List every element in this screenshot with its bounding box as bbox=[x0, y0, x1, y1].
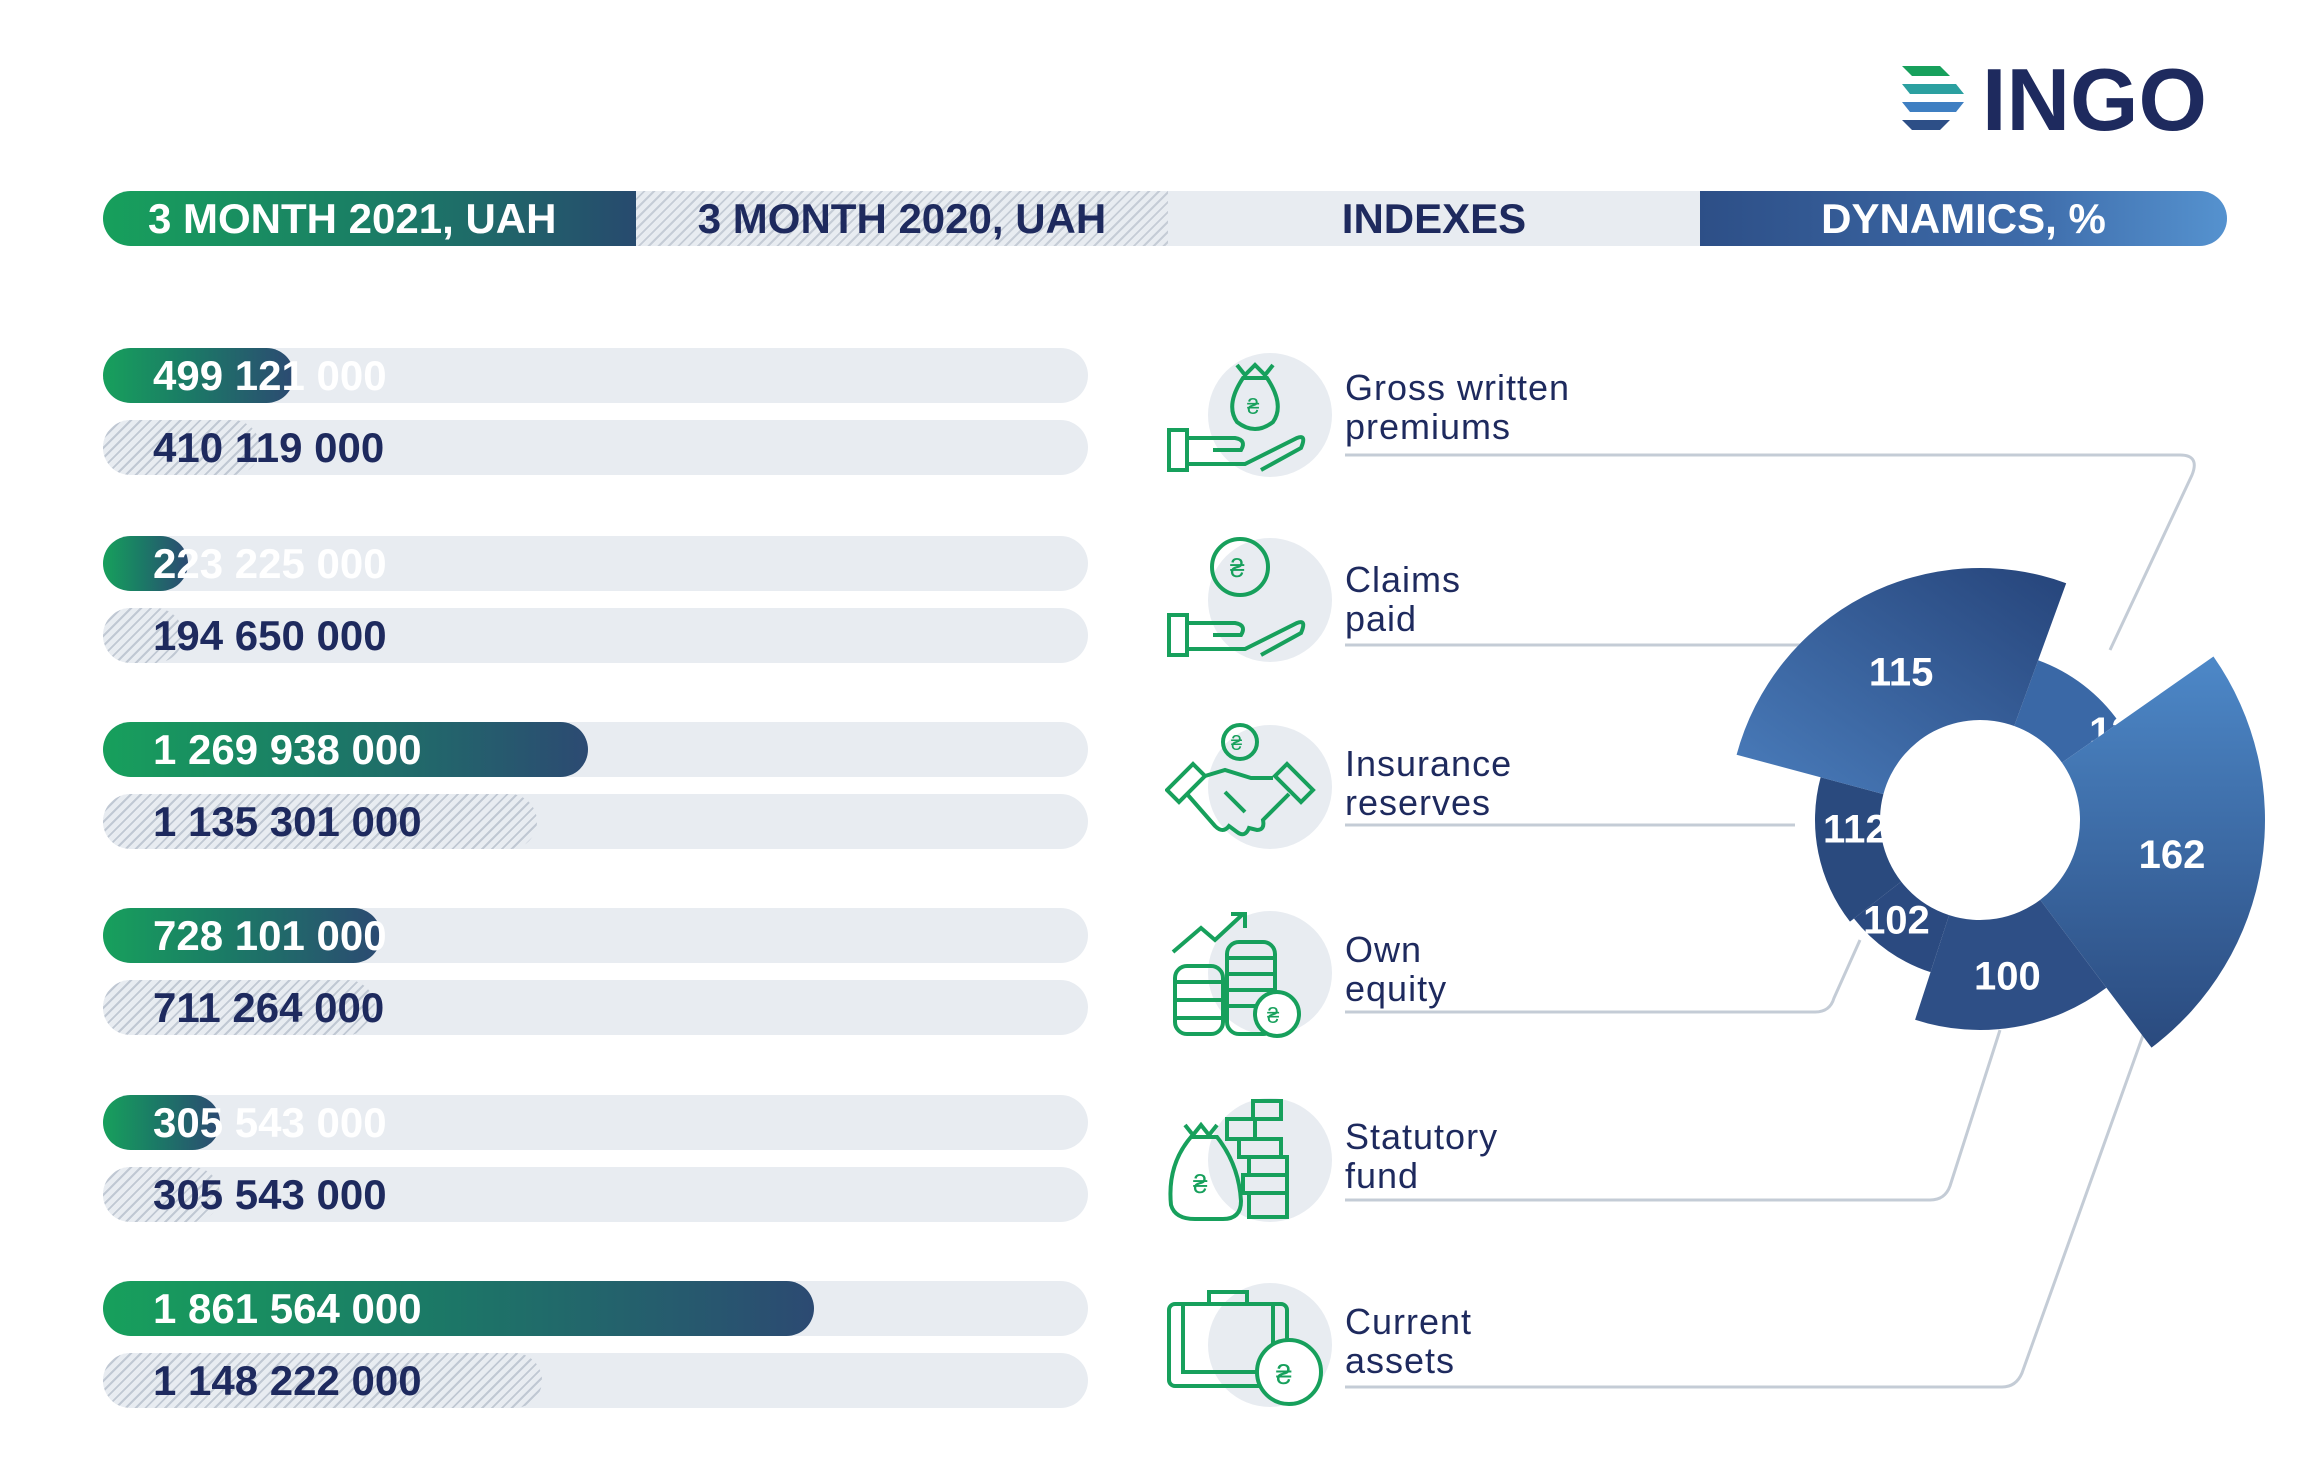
donut-slice bbox=[2014, 660, 2120, 763]
donut-slice bbox=[1915, 899, 2107, 1030]
brand-name: INGO bbox=[1982, 58, 2207, 138]
svg-text:₴: ₴ bbox=[1276, 1359, 1292, 1390]
donut-value-label: 102 bbox=[1863, 899, 1930, 943]
logo-mark-icon bbox=[1902, 66, 1964, 130]
bar-2021-bar bbox=[103, 536, 189, 591]
header-2020: 3 MONTH 2020, UAH bbox=[636, 191, 1168, 246]
svg-text:₴: ₴ bbox=[1193, 1169, 1208, 1199]
leader-line bbox=[1345, 959, 2172, 1389]
index-label-line: fund bbox=[1345, 1155, 1420, 1196]
index-label-line: Current bbox=[1345, 1301, 1473, 1342]
svg-text:₴: ₴ bbox=[1247, 394, 1260, 419]
bar-2021-value: 499 121 000 bbox=[153, 352, 387, 399]
donut-slice bbox=[1815, 777, 1902, 922]
svg-text:₴: ₴ bbox=[1267, 1003, 1280, 1028]
index-label-line: Claims bbox=[1345, 559, 1462, 600]
coin-hand-icon: ₴ bbox=[1165, 535, 1335, 665]
bar-2020-value: 711 264 000 bbox=[153, 984, 385, 1031]
ingo-logo: INGO bbox=[1898, 50, 2238, 149]
donut-value-label: 100 bbox=[1974, 955, 2041, 999]
index-label-line: assets bbox=[1345, 1340, 1456, 1381]
bar-2021-track: 499 121 000 bbox=[103, 348, 1088, 403]
bar-2021-value: 1 269 938 000 bbox=[153, 726, 422, 773]
bar-2021-bar bbox=[103, 908, 382, 963]
svg-text:₴: ₴ bbox=[1230, 553, 1245, 583]
leader-lines bbox=[1345, 453, 2196, 1389]
coins-growth-icon: ₴ bbox=[1165, 908, 1335, 1038]
index-label-line: Statutory bbox=[1345, 1116, 1499, 1157]
leader-line bbox=[1345, 1029, 2002, 1202]
bar-2020-track: 1 135 301 000 bbox=[103, 794, 1088, 849]
handshake-icon: ₴ bbox=[1164, 722, 1335, 852]
header-2021: 3 MONTH 2021, UAH bbox=[103, 191, 636, 246]
bar-2021-value: 1 861 564 000 bbox=[153, 1285, 422, 1332]
bar-2020-bar bbox=[103, 980, 375, 1035]
bar-2020-track: 711 264 000 bbox=[103, 980, 1088, 1035]
index-label-line: premiums bbox=[1345, 406, 1512, 447]
bar-2020-bar bbox=[103, 608, 183, 663]
bar-2021-bar bbox=[103, 1281, 815, 1336]
index-label: Insurance reserves bbox=[1345, 744, 1512, 822]
bar-2021-bar bbox=[103, 722, 589, 777]
index-label-line: Insurance bbox=[1345, 743, 1513, 784]
bar-2020-value: 410 119 000 bbox=[153, 424, 385, 471]
index-label-line: Own bbox=[1345, 929, 1423, 970]
bar-2020-bar bbox=[103, 1353, 542, 1408]
bar-2021-track: 1 269 938 000 bbox=[103, 722, 1088, 777]
donut-slice bbox=[1853, 881, 1950, 973]
bar-2020-bar bbox=[103, 1167, 220, 1222]
bar-2020-value: 305 543 000 bbox=[153, 1171, 387, 1218]
donut-value-label: 112 bbox=[1823, 808, 1888, 852]
bar-2021-value: 305 543 000 bbox=[153, 1099, 387, 1146]
bar-2020-track: 305 543 000 bbox=[103, 1167, 1088, 1222]
index-label-line: Gross written bbox=[1345, 367, 1571, 408]
donut-slice bbox=[1736, 568, 2067, 795]
bar-2021-value: 728 101 000 bbox=[153, 912, 387, 959]
index-label: Current assets bbox=[1345, 1302, 1472, 1380]
bar-2021-track: 223 225 000 bbox=[103, 536, 1088, 591]
money-stack-icon: ₴ bbox=[1165, 1095, 1335, 1225]
bar-2021-track: 305 543 000 bbox=[103, 1095, 1088, 1150]
bar-2020-track: 410 119 000 bbox=[103, 420, 1088, 475]
leader-line bbox=[1345, 453, 2196, 651]
donut-slice bbox=[2040, 656, 2265, 1048]
bar-2020-value: 1 135 301 000 bbox=[153, 798, 422, 845]
bar-2021-track: 1 861 564 000 bbox=[103, 1281, 1088, 1336]
bar-2021-value: 223 225 000 bbox=[153, 540, 387, 587]
index-label: Gross written premiums bbox=[1345, 368, 1570, 446]
header-dynamics: DYNAMICS, % bbox=[1700, 191, 2227, 246]
index-label: Claims paid bbox=[1345, 560, 1461, 638]
bar-2021-bar bbox=[103, 348, 294, 403]
bar-2020-bar bbox=[103, 420, 260, 475]
bar-2020-value: 194 650 000 bbox=[153, 612, 387, 659]
svg-text:₴: ₴ bbox=[1231, 733, 1242, 755]
donut-value-label: 162 bbox=[2139, 833, 2206, 877]
bar-2020-track: 1 148 222 000 bbox=[103, 1353, 1088, 1408]
bar-2021-bar bbox=[103, 1095, 220, 1150]
leader-line bbox=[1345, 939, 1862, 1014]
header-indexes: INDEXES bbox=[1341, 195, 1527, 242]
bar-2020-bar bbox=[103, 794, 537, 849]
donut-value-label: 115 bbox=[1869, 651, 1934, 695]
briefcase-icon: ₴ bbox=[1165, 1280, 1335, 1410]
money-bag-hand-icon: ₴ bbox=[1165, 350, 1335, 480]
index-label-line: equity bbox=[1345, 968, 1448, 1009]
index-label-line: reserves bbox=[1345, 782, 1492, 823]
index-label: Own equity bbox=[1345, 930, 1447, 1008]
index-label: Statutory fund bbox=[1345, 1117, 1498, 1195]
index-label-line: paid bbox=[1345, 598, 1418, 639]
bar-2021-track: 728 101 000 bbox=[103, 908, 1088, 963]
bar-2020-value: 1 148 222 000 bbox=[153, 1357, 422, 1404]
bar-2020-track: 194 650 000 bbox=[103, 608, 1088, 663]
